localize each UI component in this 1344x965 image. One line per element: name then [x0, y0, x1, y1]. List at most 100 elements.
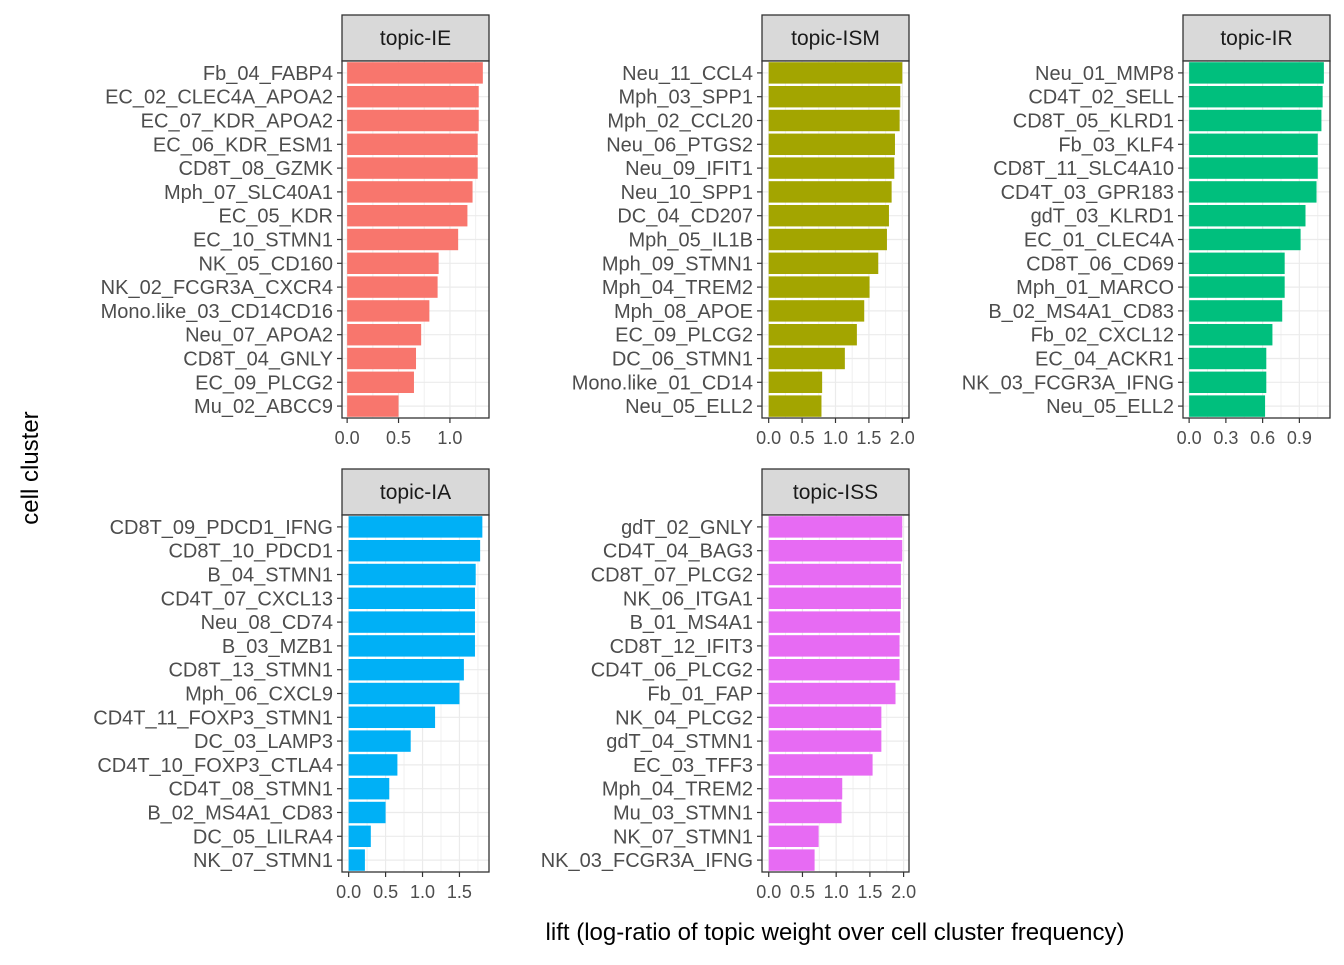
category-label: Fb_01_FAP [647, 684, 753, 706]
category-label: CD8T_11_SLC4A10 [993, 158, 1174, 180]
bar-Mph_08_APOE [768, 300, 865, 322]
bar-DC_04_CD207 [768, 204, 889, 227]
bar-EC_05_KDR [347, 204, 468, 227]
bar-Mph_06_CXCL9 [348, 682, 460, 705]
bar-Mph_01_MARCO [1189, 276, 1285, 298]
bar-NK_03_FCGR3A_IFNG [1189, 371, 1267, 394]
strip-label: topic-IE [380, 27, 451, 50]
category-label: CD4T_03_GPR183 [1001, 182, 1174, 204]
category-label: CD4T_06_PLCG2 [591, 660, 753, 682]
strip-label: topic-ISM [791, 27, 880, 50]
bar-CD8T_10_PDCD1 [348, 539, 481, 562]
category-label: NK_04_PLCG2 [615, 707, 753, 729]
strip-background [761, 14, 910, 62]
bar-Mono.like_03_CD14CD16 [347, 300, 430, 322]
x-tick-label: 0.0 [335, 428, 360, 448]
bar-B_02_MS4A1_CD83 [1189, 300, 1283, 322]
bar-CD8T_04_GNLY [347, 347, 417, 370]
bar-EC_10_STMN1 [347, 228, 459, 251]
category-label: EC_01_CLEC4A [1024, 230, 1175, 252]
category-label: EC_09_PLCG2 [615, 325, 753, 347]
bar-DC_06_STMN1 [768, 347, 845, 370]
category-label: EC_03_TFF3 [633, 755, 753, 777]
category-label: CD4T_02_SELL [1028, 87, 1174, 109]
category-label: Neu_01_MMP8 [1035, 63, 1174, 85]
strip-label: topic-IA [380, 481, 451, 504]
category-label: Fb_03_KLF4 [1058, 134, 1174, 156]
x-tick-label: 1.0 [824, 882, 849, 902]
category-label: NK_07_STMN1 [613, 826, 753, 848]
strip-background [761, 468, 910, 516]
panel-topic-IE: topic-IEFb_04_FABP4EC_02_CLEC4A_APOA2EC_… [101, 14, 490, 448]
bar-DC_05_LILRA4 [348, 825, 371, 848]
category-label: NK_07_STMN1 [193, 850, 333, 872]
bar-Neu_09_IFIT1 [768, 157, 895, 179]
category-label: B_02_MS4A1_CD83 [147, 803, 333, 825]
category-label: DC_04_CD207 [617, 206, 753, 228]
bar-NK_06_ITGA1 [768, 587, 901, 610]
category-label: Mph_04_TREM2 [602, 779, 753, 801]
category-label: Mph_08_APOE [614, 301, 753, 323]
category-label: CD8T_12_IFIT3 [610, 636, 753, 658]
category-label: Neu_07_APOA2 [185, 325, 333, 347]
bar-Mono.like_01_CD14 [768, 371, 823, 394]
category-label: CD4T_11_FOXP3_STMN1 [93, 707, 333, 729]
bar-Neu_08_CD74 [348, 611, 475, 633]
category-label: NK_02_FCGR3A_CXCR4 [101, 277, 333, 299]
strip-label: topic-ISS [793, 481, 878, 504]
x-tick-label: 0.3 [1213, 428, 1238, 448]
x-tick-label: 1.5 [856, 428, 881, 448]
bar-Fb_02_CXCL12 [1189, 323, 1273, 346]
bar-Neu_05_ELL2 [1189, 395, 1266, 417]
panel-border [1182, 60, 1331, 419]
bar-Neu_05_ELL2 [768, 395, 822, 417]
x-tick-label: 0.0 [1177, 428, 1202, 448]
bar-NK_04_PLCG2 [768, 706, 882, 729]
category-label: Neu_11_CCL4 [622, 63, 753, 85]
bar-Neu_11_CCL4 [768, 62, 903, 84]
bar-DC_03_LAMP3 [348, 730, 411, 752]
category-label: Mph_07_SLC40A1 [164, 182, 333, 204]
bar-CD4T_02_SELL [1189, 85, 1323, 108]
category-label: CD8T_06_CD69 [1026, 253, 1174, 275]
x-tick-label: 0.5 [790, 428, 815, 448]
bar-CD8T_07_PLCG2 [768, 563, 901, 586]
category-label: EC_10_STMN1 [193, 230, 333, 252]
bar-CD8T_12_IFIT3 [768, 635, 900, 657]
category-label: CD8T_04_GNLY [183, 349, 333, 371]
strip-background [341, 14, 490, 62]
bar-CD4T_06_PLCG2 [768, 658, 900, 681]
category-label: B_02_MS4A1_CD83 [988, 301, 1174, 323]
category-label: CD8T_08_GZMK [179, 158, 334, 180]
bar-gdT_03_KLRD1 [1189, 204, 1306, 227]
panel-topic-ISS: topic-ISS gdT_02_GNLYCD4T_04_BAG3CD8T_07_… [541, 468, 916, 902]
category-label: Mu_03_STMN1 [613, 803, 753, 825]
bar-NK_03_FCGR3A_IFNG [768, 849, 815, 871]
category-label: CD8T_10_PDCD1 [168, 541, 333, 563]
x-tick-label: 0.9 [1287, 428, 1312, 448]
bar-CD8T_05_KLRD1 [1189, 109, 1322, 132]
category-label: EC_07_KDR_APOA2 [141, 111, 333, 133]
bar-CD8T_11_SLC4A10 [1189, 157, 1318, 179]
category-label: NK_03_FCGR3A_IFNG [962, 372, 1174, 394]
category-label: Fb_02_CXCL12 [1031, 325, 1174, 347]
bar-NK_07_STMN1 [348, 849, 365, 871]
x-tick-label: 0.6 [1250, 428, 1275, 448]
bar-NK_02_FCGR3A_CXCR4 [347, 276, 438, 298]
bar-Fb_01_FAP [768, 682, 896, 705]
category-label: gdT_03_KLRD1 [1031, 206, 1174, 228]
category-label: B_01_MS4A1 [630, 612, 753, 634]
bar-Neu_10_SPP1 [768, 181, 892, 203]
category-label: CD8T_09_PDCD1_IFNG [110, 517, 333, 539]
bar-gdT_04_STMN1 [768, 730, 882, 752]
category-label: Mph_04_TREM2 [602, 277, 753, 299]
bar-NK_05_CD160 [347, 252, 439, 275]
category-label: EC_02_CLEC4A_APOA2 [105, 87, 333, 109]
bar-Mph_04_TREM2 [768, 777, 843, 800]
category-label: CD4T_04_BAG3 [603, 541, 753, 563]
bar-Mph_07_SLC40A1 [347, 181, 473, 203]
category-label: Mph_01_MARCO [1016, 277, 1174, 299]
bar-CD4T_03_GPR183 [1189, 181, 1317, 203]
